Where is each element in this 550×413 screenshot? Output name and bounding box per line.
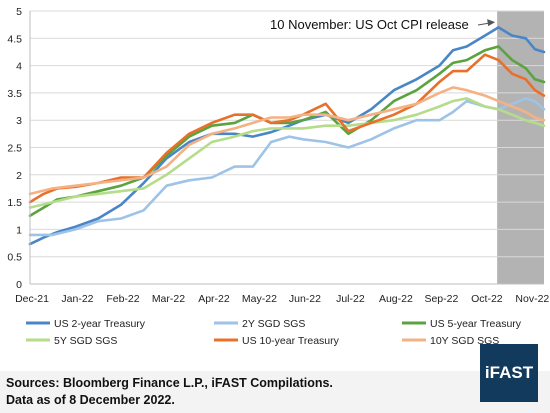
- x-tick-label: Dec-21: [15, 293, 49, 305]
- legend-label-1: US 2-year Treasury: [54, 318, 146, 330]
- y-tick-label: 3.5: [7, 88, 22, 100]
- annotation-arrow-line: [477, 22, 490, 26]
- x-tick-label: Nov-22: [515, 293, 549, 305]
- y-tick-label: 0.5: [7, 252, 22, 264]
- legend-label-3: US 5-year Treasury: [430, 318, 522, 330]
- x-tick-label: Sep-22: [424, 293, 458, 305]
- y-tick-label: 4: [16, 61, 22, 73]
- series-line-4: [28, 97, 546, 209]
- x-tick-label: Apr-22: [198, 293, 230, 305]
- x-tick-label: Mar-22: [152, 293, 185, 305]
- series-line-6: [28, 86, 546, 196]
- ifast-logo: iFAST: [480, 344, 538, 402]
- x-tick-label: Oct-22: [471, 293, 503, 305]
- x-tick-label: Jun-22: [289, 293, 321, 305]
- y-tick-label: 0: [16, 279, 22, 291]
- series-line-3: [28, 45, 546, 218]
- y-tick-label: 2: [16, 170, 22, 182]
- annotation-arrowhead: [487, 19, 496, 27]
- x-tick-label: Jul-22: [336, 293, 365, 305]
- legend-label-4: 5Y SGD SGS: [54, 335, 117, 347]
- date-note: Data as of 8 December 2022.: [6, 393, 175, 407]
- logo-text: iFAST: [484, 363, 534, 382]
- x-tick-label: Feb-22: [106, 293, 139, 305]
- y-tick-label: 4.5: [7, 33, 22, 45]
- annotation-label: 10 November: US Oct CPI release: [270, 17, 469, 32]
- x-tick-label: Jan-22: [61, 293, 93, 305]
- y-tick-label: 1: [16, 224, 22, 236]
- footer: Sources: Bloomberg Finance L.P., iFAST C…: [0, 371, 550, 413]
- legend-label-5: US 10-year Treasury: [242, 335, 340, 347]
- x-tick-label: Aug-22: [379, 293, 413, 305]
- x-tick-label: May-22: [242, 293, 277, 305]
- y-tick-label: 2.5: [7, 143, 22, 155]
- y-tick-label: 5: [16, 6, 22, 18]
- legend-label-2: 2Y SGD SGS: [242, 318, 305, 330]
- y-tick-label: 3: [16, 115, 22, 127]
- y-tick-label: 1.5: [7, 197, 22, 209]
- source-note: Sources: Bloomberg Finance L.P., iFAST C…: [6, 376, 333, 390]
